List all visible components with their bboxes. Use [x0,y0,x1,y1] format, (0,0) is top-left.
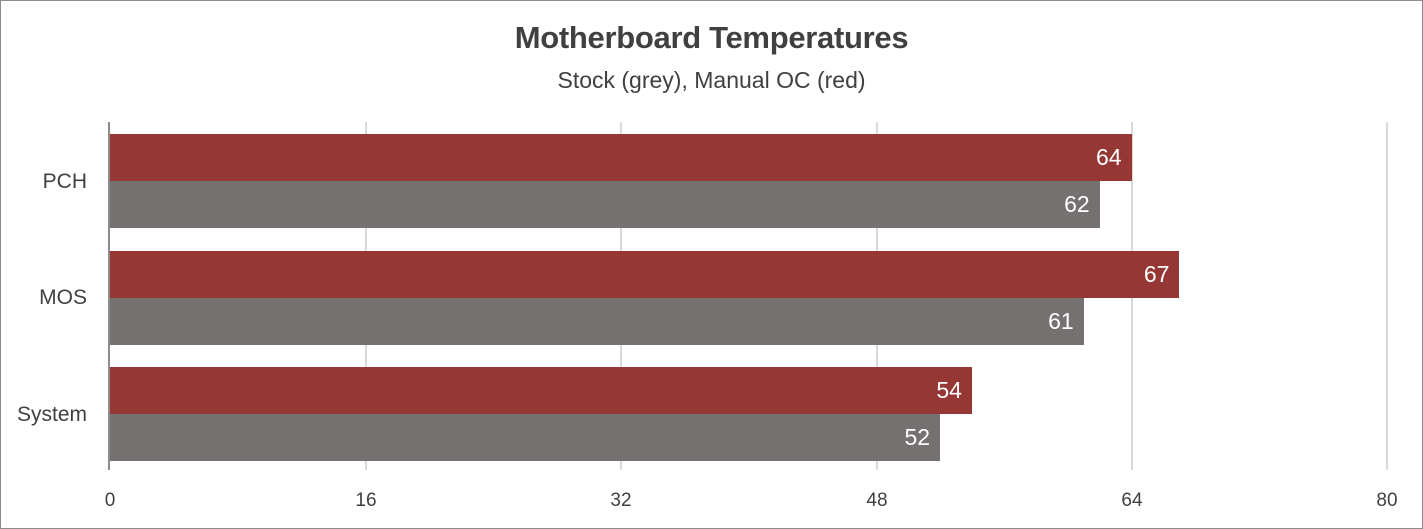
bar-mos-manual-oc[interactable]: 67 [110,251,1180,298]
bar-pch-manual-oc[interactable]: 64 [110,134,1132,181]
x-tick-48: 48 [866,490,888,511]
bar-system-stock[interactable]: 52 [110,414,941,461]
x-tick-16: 16 [355,490,377,511]
bar-value-label: 67 [1143,261,1170,287]
category-axis-line [108,122,110,470]
category-label-system: System [16,403,87,426]
bar-mos-stock[interactable]: 61 [110,298,1084,345]
bar-system-manual-oc[interactable]: 54 [110,367,972,414]
bar-pch-stock[interactable]: 62 [110,181,1100,228]
category-label-mos: MOS [39,286,87,309]
x-tick-32: 32 [610,490,632,511]
chart-title: Motherboard Temperatures [514,20,909,55]
bar-value-label: 52 [904,424,931,450]
gridline-80 [1386,122,1388,470]
bar-value-label: 64 [1096,144,1122,170]
chart-subtitle: Stock (grey), Manual OC (red) [557,67,866,93]
bar-value-label: 61 [1048,308,1074,334]
category-label-pch: PCH [42,170,87,193]
plot-area: 64 62 67 61 54 52 [108,122,1388,470]
bar-value-label: 62 [1064,191,1090,217]
x-tick-0: 0 [104,490,116,511]
bar-value-label: 54 [936,377,962,403]
x-tick-80: 80 [1376,490,1398,511]
x-tick-64: 64 [1121,490,1143,511]
